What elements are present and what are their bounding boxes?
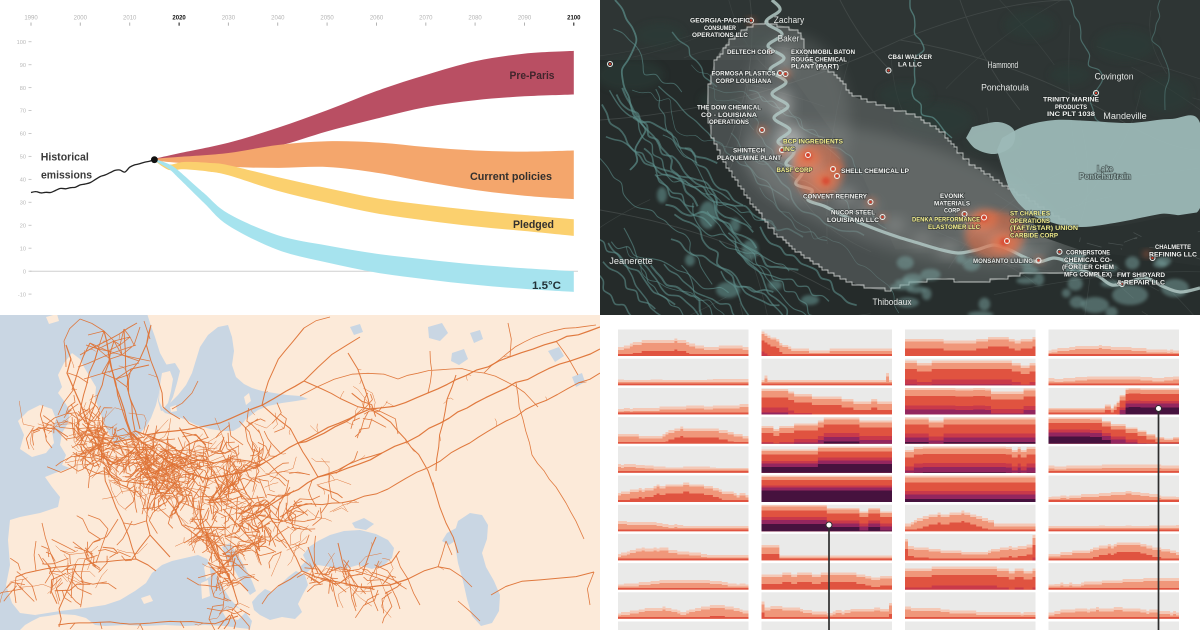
svg-text:Pontchartrain: Pontchartrain [1079, 172, 1131, 181]
svg-text:Hammond: Hammond [988, 60, 1018, 70]
svg-text:ELASTOMER LLC: ELASTOMER LLC [928, 224, 980, 231]
svg-text:2060: 2060 [370, 16, 384, 22]
svg-text:90: 90 [20, 63, 26, 69]
svg-text:CORP LOUISIANA: CORP LOUISIANA [716, 78, 772, 85]
svg-text:Jeanerette: Jeanerette [609, 256, 653, 266]
svg-text:2070: 2070 [419, 16, 433, 22]
svg-text:2100: 2100 [567, 16, 581, 22]
svg-text:Mandeville: Mandeville [1103, 111, 1147, 121]
svg-text:PLAQUEMINE PLANT: PLAQUEMINE PLANT [717, 155, 782, 162]
svg-text:CB&I WALKER: CB&I WALKER [888, 54, 932, 61]
svg-text:Pre-Paris: Pre-Paris [510, 70, 555, 82]
svg-text:2040: 2040 [271, 16, 285, 22]
svg-text:2000: 2000 [74, 16, 88, 22]
svg-text:EXXONMOBIL BATON: EXXONMOBIL BATON [791, 49, 855, 56]
svg-text:OPERATIONS LLC: OPERATIONS LLC [692, 32, 748, 39]
svg-text:MATERIALS: MATERIALS [934, 200, 970, 207]
svg-text:Baker: Baker [778, 34, 800, 44]
svg-text:LA LLC: LA LLC [898, 61, 922, 68]
svg-text:CONSUMER: CONSUMER [704, 25, 736, 32]
svg-text:EVONIK: EVONIK [940, 193, 964, 200]
svg-text:OPERATIONS: OPERATIONS [1010, 218, 1050, 225]
svg-text:2030: 2030 [222, 16, 236, 22]
svg-text:LOUISIANA LLC: LOUISIANA LLC [827, 217, 879, 224]
svg-text:TRINITY MARINE: TRINITY MARINE [1043, 97, 1099, 104]
svg-text:Historical: Historical [41, 152, 89, 164]
svg-text:80: 80 [20, 86, 26, 92]
svg-text:FMT SHIPYARD: FMT SHIPYARD [1117, 272, 1165, 279]
svg-text:INC: INC [783, 146, 795, 153]
svg-text:1990: 1990 [24, 16, 38, 22]
svg-text:FORMOSA PLASTICS: FORMOSA PLASTICS [712, 71, 776, 78]
svg-text:PRODUCTS: PRODUCTS [1055, 104, 1087, 111]
svg-text:SHELL CHEMICAL LP: SHELL CHEMICAL LP [841, 168, 909, 175]
svg-text:ROUGE CHEMICAL: ROUGE CHEMICAL [791, 56, 847, 63]
svg-text:MFG COMPLEX): MFG COMPLEX) [1064, 271, 1112, 278]
svg-text:DENKA PERFORMANCE: DENKA PERFORMANCE [912, 217, 980, 224]
svg-text:CHALMETTE: CHALMETTE [1155, 244, 1191, 251]
svg-text:CO - LOUISIANA: CO - LOUISIANA [701, 112, 757, 119]
svg-text:Current policies: Current policies [470, 171, 552, 183]
svg-text:& REPAIR LLC: & REPAIR LLC [1117, 279, 1165, 286]
svg-text:SHINTECH: SHINTECH [733, 148, 765, 155]
svg-text:(TAFT/STAR) UNION: (TAFT/STAR) UNION [1010, 225, 1078, 232]
svg-text:2090: 2090 [518, 16, 532, 22]
svg-text:50: 50 [20, 155, 26, 161]
svg-text:100: 100 [17, 40, 26, 46]
svg-text:CONVENT REFINERY: CONVENT REFINERY [803, 194, 867, 201]
svg-text:INC PLT 1038: INC PLT 1038 [1047, 111, 1095, 118]
svg-text:Lake: Lake [1097, 165, 1113, 174]
svg-text:(FORTIER CHEM: (FORTIER CHEM [1062, 264, 1114, 271]
svg-text:CORP: CORP [944, 208, 960, 215]
svg-text:Thibodaux: Thibodaux [872, 297, 912, 307]
svg-text:DELTECH CORP: DELTECH CORP [727, 49, 775, 56]
svg-text:CHEMICAL CO-: CHEMICAL CO- [1064, 257, 1112, 264]
svg-text:PLANT (PART): PLANT (PART) [791, 64, 839, 71]
svg-text:30: 30 [20, 201, 26, 207]
svg-text:2010: 2010 [123, 16, 137, 22]
svg-text:CARBIDE CORP: CARBIDE CORP [1010, 232, 1058, 239]
svg-text:10: 10 [20, 246, 26, 252]
svg-text:THE DOW CHEMICAL: THE DOW CHEMICAL [697, 105, 761, 112]
svg-text:Zachary: Zachary [774, 15, 805, 25]
svg-text:-10: -10 [18, 292, 26, 298]
svg-text:70: 70 [20, 109, 26, 115]
svg-text:1.5°C: 1.5°C [532, 280, 561, 292]
svg-text:CORNERSTONE: CORNERSTONE [1066, 250, 1110, 257]
svg-text:MONSANTO LULING: MONSANTO LULING [973, 258, 1033, 265]
svg-text:ST CHARLES: ST CHARLES [1010, 211, 1050, 218]
svg-text:40: 40 [20, 178, 26, 184]
svg-text:2080: 2080 [468, 16, 482, 22]
svg-text:BCP INGREDIENTS: BCP INGREDIENTS [783, 139, 843, 146]
svg-text:Ponchatoula: Ponchatoula [981, 83, 1029, 93]
svg-text:REFINING LLC: REFINING LLC [1149, 251, 1197, 258]
svg-text:60: 60 [20, 132, 26, 138]
svg-text:2050: 2050 [320, 16, 334, 22]
svg-text:OPERATIONS: OPERATIONS [709, 119, 749, 126]
svg-text:0: 0 [23, 269, 26, 275]
svg-text:NUCOR STEEL: NUCOR STEEL [831, 210, 875, 217]
svg-text:Covington: Covington [1094, 72, 1133, 82]
svg-text:2020: 2020 [172, 16, 186, 22]
svg-text:emissions: emissions [41, 170, 92, 182]
svg-text:Pledged: Pledged [513, 219, 554, 231]
svg-text:GEORGIA-PACIFIC: GEORGIA-PACIFIC [690, 18, 750, 25]
svg-text:BASF CORP: BASF CORP [777, 167, 813, 174]
svg-text:20: 20 [20, 224, 26, 230]
